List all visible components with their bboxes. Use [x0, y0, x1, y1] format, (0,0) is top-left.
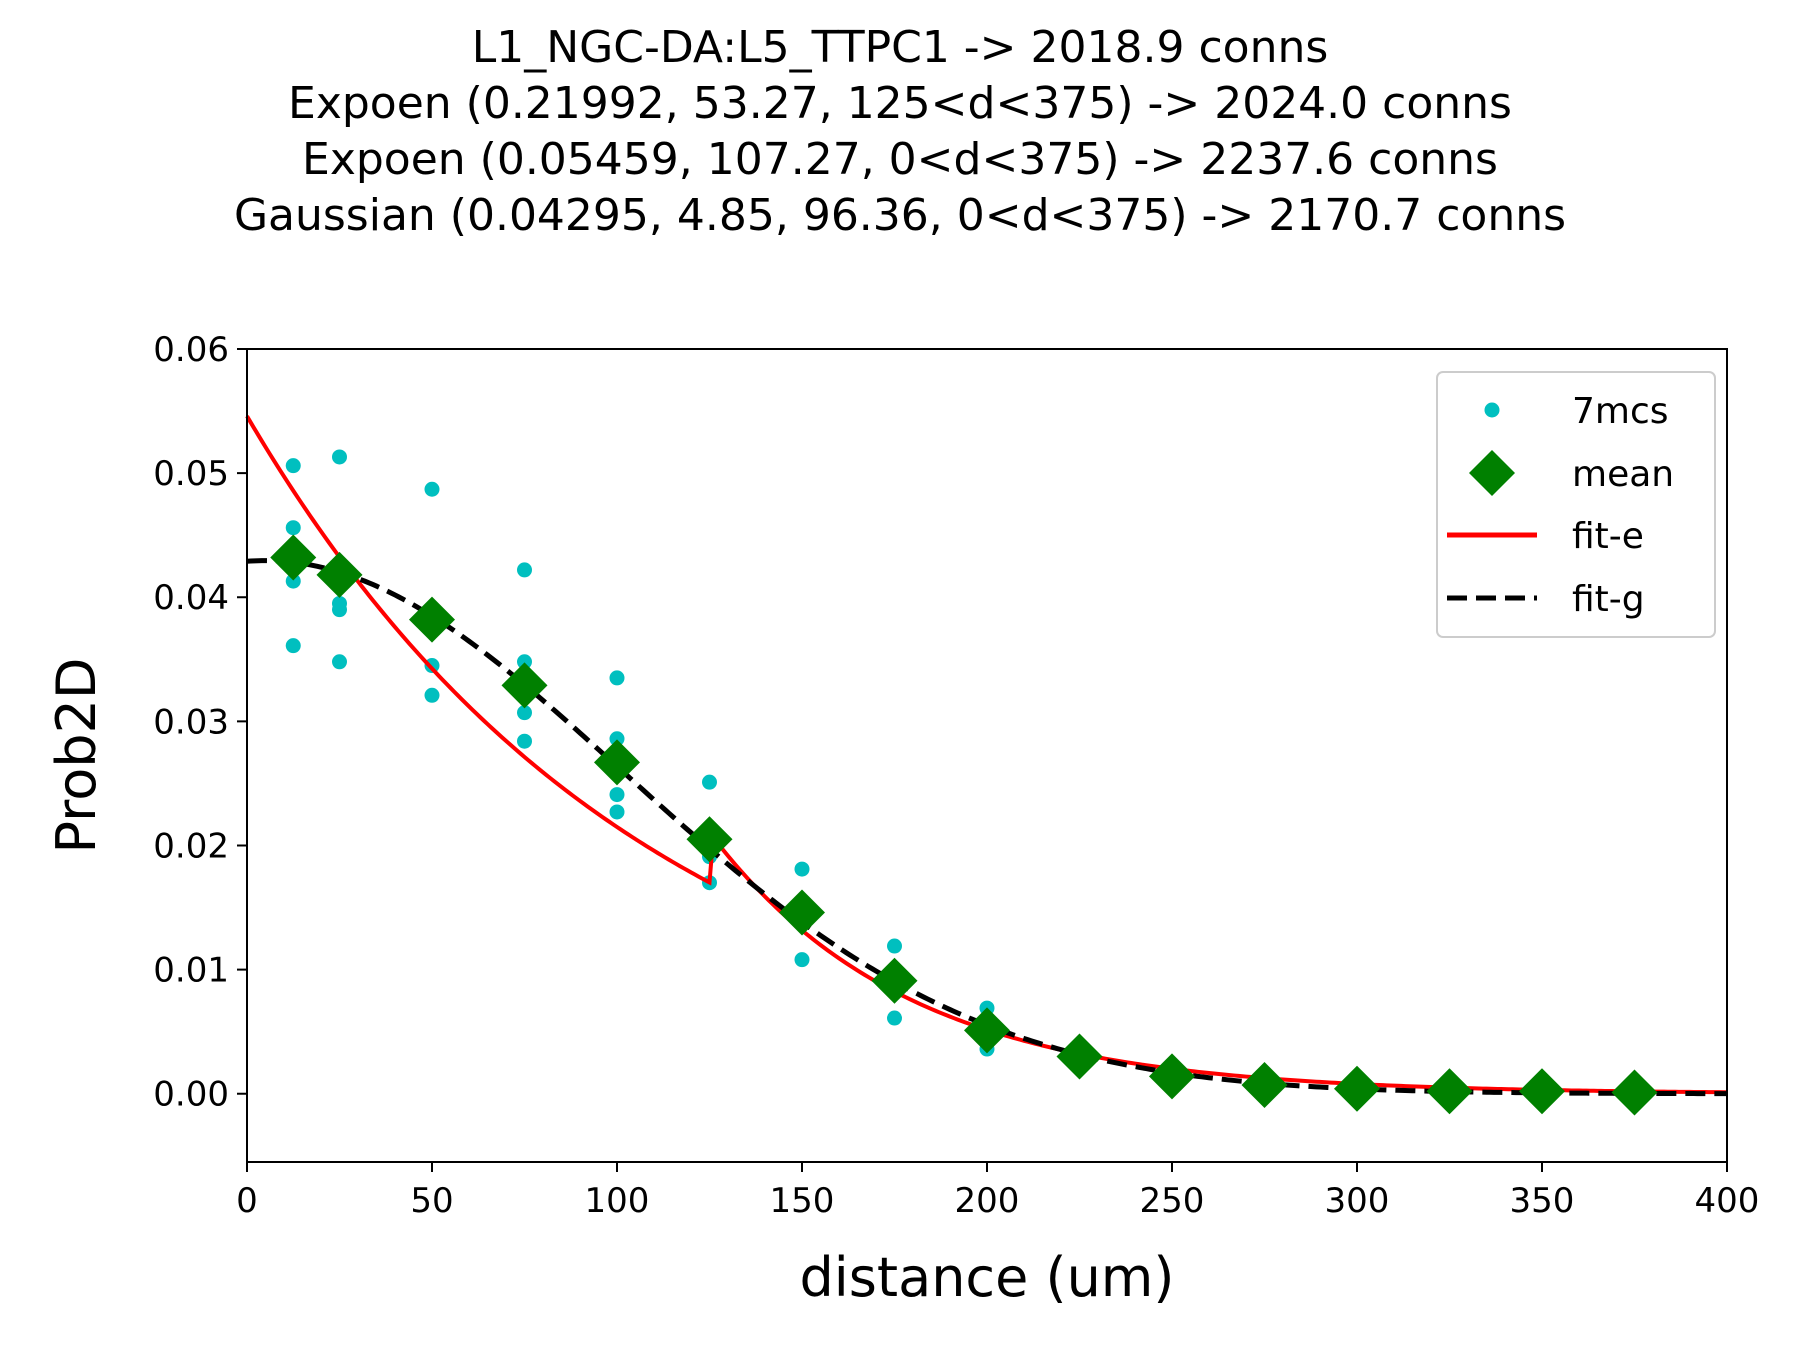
- data-point-7mcs: [285, 520, 301, 536]
- y-tick-label: 0.03: [153, 702, 229, 742]
- chart-title-line-1: L1_NGC-DA:L5_TTPC1 -> 2018.9 conns: [471, 22, 1329, 73]
- legend-label-fit-e: fit-e: [1572, 516, 1644, 557]
- chart-title-line-2: Expoen (0.21992, 53.27, 125<d<375) -> 20…: [288, 78, 1512, 129]
- y-tick-label: 0.05: [153, 454, 229, 494]
- data-point-7mcs: [887, 1010, 902, 1026]
- data-point-7mcs: [887, 938, 902, 954]
- mean-marker: [1426, 1068, 1473, 1115]
- mean-marker: [501, 662, 548, 709]
- mean-marker: [1241, 1062, 1288, 1109]
- y-tick-label: 0.02: [153, 826, 229, 866]
- y-tick-label: 0.06: [153, 330, 229, 370]
- x-axis-label: distance (um): [800, 1246, 1175, 1309]
- x-tick-label: 350: [1510, 1181, 1575, 1221]
- y-axis-label: Prob2D: [45, 658, 108, 854]
- mean-marker: [1519, 1068, 1565, 1115]
- data-point-7mcs: [285, 458, 301, 474]
- data-point-7mcs: [702, 774, 717, 790]
- legend: 7mcs mean fit-e fit-g: [1436, 371, 1716, 638]
- x-tick-label: 400: [1695, 1181, 1760, 1221]
- x-tick-label: 200: [955, 1181, 1020, 1221]
- mean-marker: [871, 957, 918, 1004]
- legend-box: [1436, 371, 1716, 638]
- mean-marker: [686, 816, 733, 863]
- data-point-7mcs: [332, 449, 347, 465]
- ticks-layer: 0 50 100 150 200 250 300 350 400 0.00 0.01 0.02 0.03…: [153, 330, 1759, 1221]
- x-tick-label: 100: [585, 1181, 650, 1221]
- mean-marker: [316, 551, 363, 598]
- mean-marker: [594, 739, 640, 786]
- data-point-7mcs: [517, 733, 532, 749]
- data-point-7mcs: [332, 654, 347, 670]
- data-point-7mcs: [517, 654, 532, 670]
- legend-marker-7mcs: [1484, 402, 1500, 418]
- x-tick-label: 50: [410, 1181, 453, 1221]
- chart-title-line-4: Gaussian (0.04295, 4.85, 96.36, 0<d<375)…: [233, 190, 1567, 241]
- x-tick-label: 250: [1140, 1181, 1205, 1221]
- data-point-7mcs: [424, 481, 440, 497]
- data-point-7mcs: [609, 804, 625, 820]
- data-point-7mcs: [794, 952, 810, 968]
- chart-title-line-3: Expoen (0.05459, 107.27, 0<d<375) -> 223…: [302, 134, 1498, 185]
- mean-marker: [1149, 1053, 1195, 1100]
- legend-marker-mean: [1469, 450, 1515, 496]
- x-tick-label: 300: [1325, 1181, 1390, 1221]
- y-tick-label: 0.00: [153, 1075, 229, 1115]
- x-tick-label: 150: [770, 1181, 835, 1221]
- mean-marker: [1056, 1033, 1103, 1080]
- data-point-7mcs: [517, 705, 532, 721]
- data-point-7mcs: [517, 562, 532, 578]
- data-point-7mcs: [332, 602, 347, 618]
- x-tick-label: 0: [236, 1181, 258, 1221]
- legend-label-mean: mean: [1572, 454, 1674, 495]
- mean-marker: [1611, 1069, 1658, 1116]
- legend-label-7mcs: 7mcs: [1572, 391, 1669, 432]
- data-point-7mcs: [609, 787, 625, 803]
- data-point-7mcs: [424, 687, 440, 703]
- mean-markers-layer: [270, 534, 1658, 1116]
- mean-marker: [409, 596, 455, 643]
- y-tick-label: 0.01: [153, 951, 229, 991]
- mean-marker: [779, 889, 825, 936]
- data-point-7mcs: [609, 731, 625, 747]
- data-point-7mcs: [285, 638, 301, 654]
- data-point-7mcs: [285, 573, 301, 589]
- legend-label-fit-g: fit-g: [1572, 579, 1645, 620]
- data-point-7mcs: [609, 670, 625, 686]
- mean-marker: [1334, 1065, 1380, 1112]
- mean-marker: [270, 534, 317, 581]
- y-tick-label: 0.04: [153, 578, 229, 618]
- data-point-7mcs: [794, 861, 810, 877]
- mean-marker: [964, 1007, 1010, 1054]
